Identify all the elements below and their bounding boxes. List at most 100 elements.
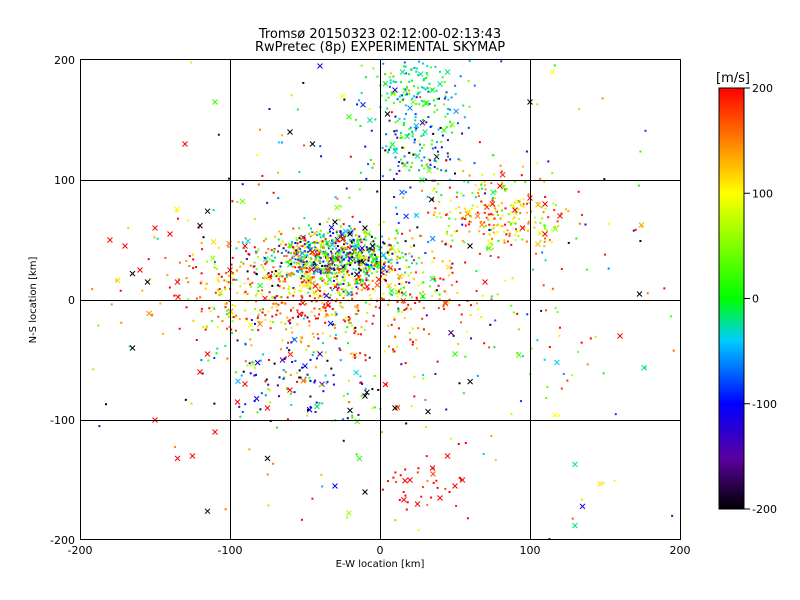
scatter-dot — [404, 253, 407, 256]
scatter-dot — [217, 246, 220, 249]
scatter-dot — [292, 247, 295, 250]
scatter-dot — [301, 366, 304, 369]
scatter-dot — [446, 213, 449, 216]
scatter-dot — [324, 306, 327, 309]
scatter-dot — [410, 245, 413, 248]
scatter-dot — [245, 317, 248, 320]
scatter-dot — [426, 165, 429, 168]
scatter-dot — [323, 305, 326, 308]
scatter-dot — [433, 187, 436, 190]
scatter-dot — [302, 277, 305, 280]
scatter-dot — [403, 61, 406, 64]
scatter-dot — [449, 245, 452, 248]
scatter-dot — [357, 333, 360, 336]
scatter-dot — [416, 93, 419, 96]
scatter-dot — [347, 261, 350, 264]
scatter-dot — [466, 517, 469, 520]
scatter-cross — [329, 241, 336, 248]
scatter-dot — [226, 309, 229, 312]
scatter-dot — [585, 268, 588, 271]
scatter-dot — [384, 279, 387, 282]
scatter-dot — [324, 282, 327, 285]
scatter-cross — [448, 329, 454, 336]
scatter-cross — [394, 289, 401, 295]
scatter-dot — [495, 224, 498, 227]
scatter-dot — [475, 290, 478, 293]
scatter-dot — [490, 213, 493, 216]
scatter-dot — [362, 270, 365, 273]
scatter-dot — [306, 255, 309, 258]
scatter-dot — [230, 328, 233, 331]
scatter-dot — [289, 392, 292, 395]
scatter-dot — [330, 420, 333, 423]
scatter-dot — [213, 261, 216, 264]
scatter-dot — [370, 261, 373, 264]
scatter-dot — [184, 398, 187, 401]
scatter-dot — [363, 243, 366, 246]
scatter-cross — [392, 148, 399, 155]
scatter-dot — [460, 478, 463, 481]
scatter-dot — [328, 243, 331, 246]
scatter-dot — [380, 271, 383, 274]
scatter-dot — [370, 298, 373, 301]
scatter-dot — [386, 92, 389, 95]
scatter-dot — [489, 323, 492, 326]
scatter-dot — [357, 307, 360, 310]
scatter-dot — [434, 207, 437, 210]
scatter-dot — [459, 159, 462, 162]
scatter-dot — [350, 291, 353, 294]
scatter-cross — [129, 345, 136, 351]
scatter-dot — [396, 232, 399, 235]
scatter-dot — [415, 338, 418, 341]
scatter-dot — [289, 318, 292, 321]
scatter-dot — [366, 271, 369, 274]
scatter-dot — [272, 260, 275, 263]
scatter-dot — [324, 321, 327, 324]
scatter-dot — [331, 289, 334, 292]
scatter-dot — [236, 269, 239, 272]
scatter-dot — [475, 270, 478, 273]
scatter-dot — [253, 217, 256, 220]
scatter-dot — [354, 312, 357, 315]
scatter-dot — [272, 302, 275, 305]
scatter-dot — [392, 348, 395, 351]
scatter-dot — [402, 491, 405, 494]
scatter-dot — [322, 306, 325, 309]
scatter-dot — [580, 341, 583, 344]
scatter-dot — [268, 389, 271, 392]
scatter-dot — [299, 247, 302, 250]
scatter-dot — [474, 183, 477, 186]
scatter-dot — [458, 304, 461, 307]
scatter-dot — [584, 223, 587, 226]
scatter-dot — [488, 223, 491, 226]
scatter-dot — [378, 248, 381, 251]
scatter-dot — [388, 243, 391, 246]
scatter-dot — [334, 311, 337, 314]
scatter-dot — [417, 73, 420, 76]
scatter-cross — [360, 101, 366, 108]
scatter-dot — [231, 311, 234, 314]
scatter-dot — [335, 298, 338, 301]
scatter-dot — [192, 319, 195, 322]
scatter-dot — [255, 292, 258, 295]
scatter-dot — [373, 250, 376, 253]
scatter-dot — [216, 288, 219, 291]
scatter-dot — [295, 249, 298, 252]
scatter-dot — [545, 309, 548, 312]
scatter-dot — [320, 277, 323, 280]
scatter-dot — [365, 263, 368, 266]
scatter-dot — [287, 251, 290, 254]
scatter-dot — [315, 259, 318, 262]
scatter-cross — [392, 405, 398, 411]
scatter-cross — [422, 100, 429, 107]
scatter-dot — [257, 248, 260, 251]
scatter-dot — [382, 298, 385, 301]
scatter-dot — [440, 140, 443, 143]
scatter-dot — [442, 103, 445, 106]
scatter-dot — [502, 184, 505, 187]
scatter-dot — [235, 278, 238, 281]
scatter-dot — [354, 268, 357, 271]
scatter-dot — [430, 66, 433, 69]
scatter-dot — [188, 255, 191, 258]
scatter-dot — [396, 255, 399, 258]
